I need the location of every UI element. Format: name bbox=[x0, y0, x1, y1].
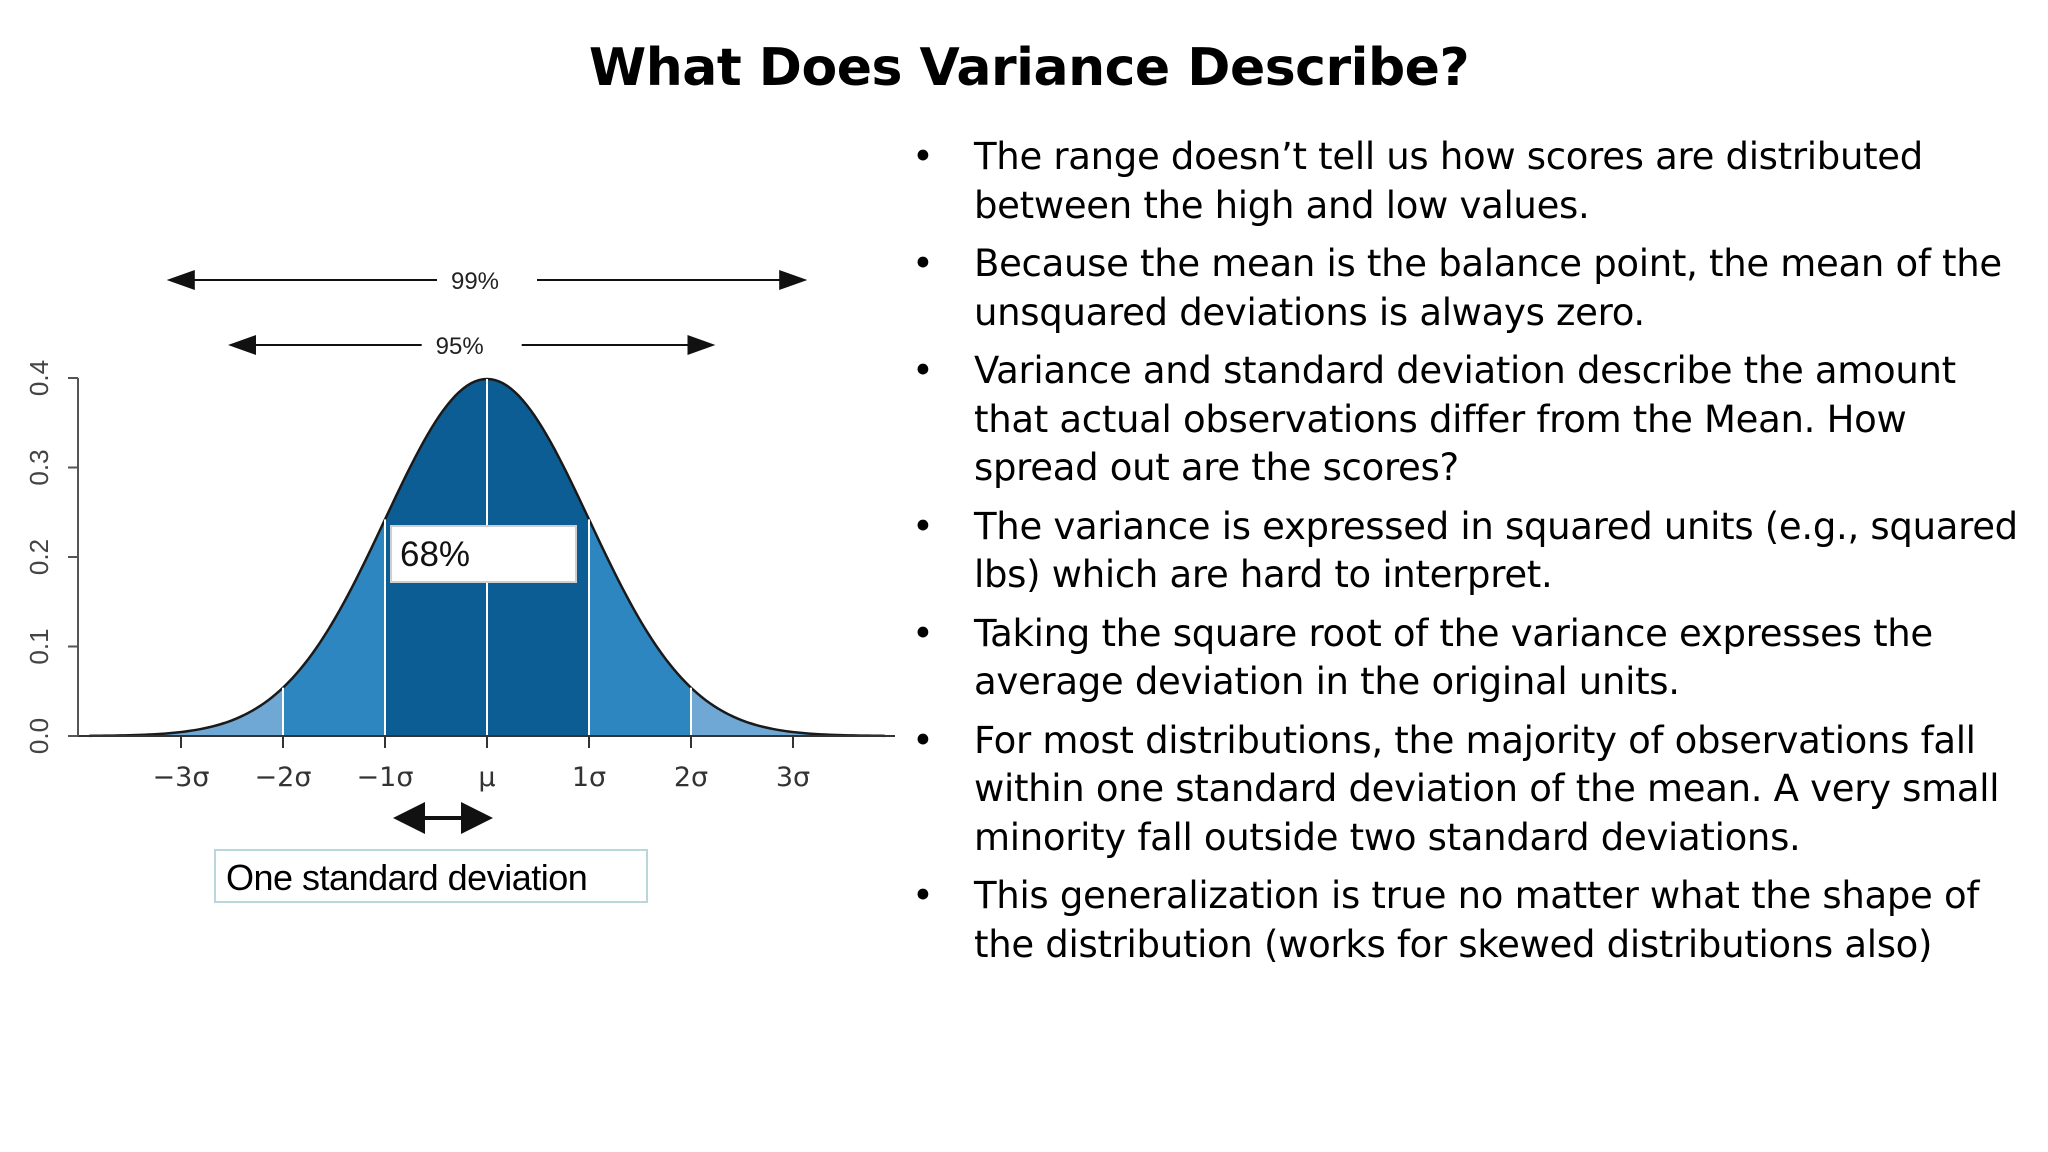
bullet-dot-icon: • bbox=[912, 718, 934, 762]
bullet-dot-icon: • bbox=[912, 242, 934, 285]
bullet-dot-icon: • bbox=[912, 874, 934, 917]
normal-curve-chart: 0.0 0.1 0.2 0.3 0.4 −3σ −2σ −1σ μ 1σ 2σ 3σ 99% 95% 68% bbox=[24, 268, 895, 834]
x-tick-label: 2σ bbox=[674, 762, 708, 793]
normal-distribution-figure: 0.0 0.1 0.2 0.3 0.4 −3σ −2σ −1σ μ 1σ 2σ 3σ 99% 95% 68% bbox=[0, 250, 900, 930]
x-tick-label: 3σ bbox=[776, 762, 810, 793]
x-tick-label: −1σ bbox=[357, 762, 414, 793]
bullet-item: • For most distributions, the majority of… bbox=[908, 717, 2038, 863]
sd-band bbox=[181, 687, 283, 736]
sd-label: One standard deviation bbox=[226, 857, 588, 898]
bullet-dot-icon: • bbox=[912, 611, 934, 655]
bullet-list: • The range doesn’t tell us how scores ar… bbox=[908, 133, 2038, 979]
bullet-dot-icon: • bbox=[912, 135, 934, 178]
y-tick-label: 0.0 bbox=[24, 718, 54, 754]
range-label: 95% bbox=[436, 333, 484, 360]
bullet-text: The range doesn’t tell us how scores are… bbox=[974, 135, 1923, 227]
range-label: 99% bbox=[451, 268, 499, 295]
sd-band bbox=[691, 687, 793, 736]
bullet-text: Taking the square root of the variance e… bbox=[974, 611, 1933, 704]
x-tick-label: −3σ bbox=[153, 762, 210, 793]
bullet-dot-icon: • bbox=[912, 504, 934, 548]
bullet-item: • Variance and standard deviation describ… bbox=[908, 347, 2038, 493]
bullet-item: • This generalization is true no matter w… bbox=[908, 872, 2038, 969]
bullet-text: Because the mean is the balance point, t… bbox=[974, 242, 2002, 334]
y-tick-label: 0.4 bbox=[24, 360, 54, 396]
bullet-text: The variance is expressed in squared uni… bbox=[974, 504, 2018, 597]
bullet-text: For most distributions, the majority of … bbox=[974, 718, 2000, 859]
bullet-item: • The range doesn’t tell us how scores ar… bbox=[908, 133, 2038, 230]
slide-title: What Does Variance Describe? bbox=[588, 38, 1470, 98]
y-tick-label: 0.2 bbox=[24, 539, 54, 575]
pct68-box bbox=[390, 525, 577, 583]
x-tick-label: −2σ bbox=[255, 762, 312, 793]
bullet-dot-icon: • bbox=[912, 349, 934, 392]
y-tick-label: 0.3 bbox=[24, 449, 54, 485]
bullet-item: • Because the mean is the balance point, … bbox=[908, 240, 2038, 337]
x-tick-label: 1σ bbox=[572, 762, 606, 793]
bullet-item: • The variance is expressed in squared un… bbox=[908, 503, 2038, 600]
y-tick-label: 0.1 bbox=[24, 628, 54, 664]
pct68-label: 68% bbox=[400, 535, 470, 574]
bullet-text: Variance and standard deviation describe… bbox=[974, 349, 1956, 489]
sd-label-box: One standard deviation bbox=[214, 849, 648, 903]
bullet-item: • Taking the square root of the variance … bbox=[908, 610, 2038, 707]
bullet-text: This generalization is true no matter wh… bbox=[974, 874, 1980, 966]
x-tick-label: μ bbox=[478, 762, 495, 793]
